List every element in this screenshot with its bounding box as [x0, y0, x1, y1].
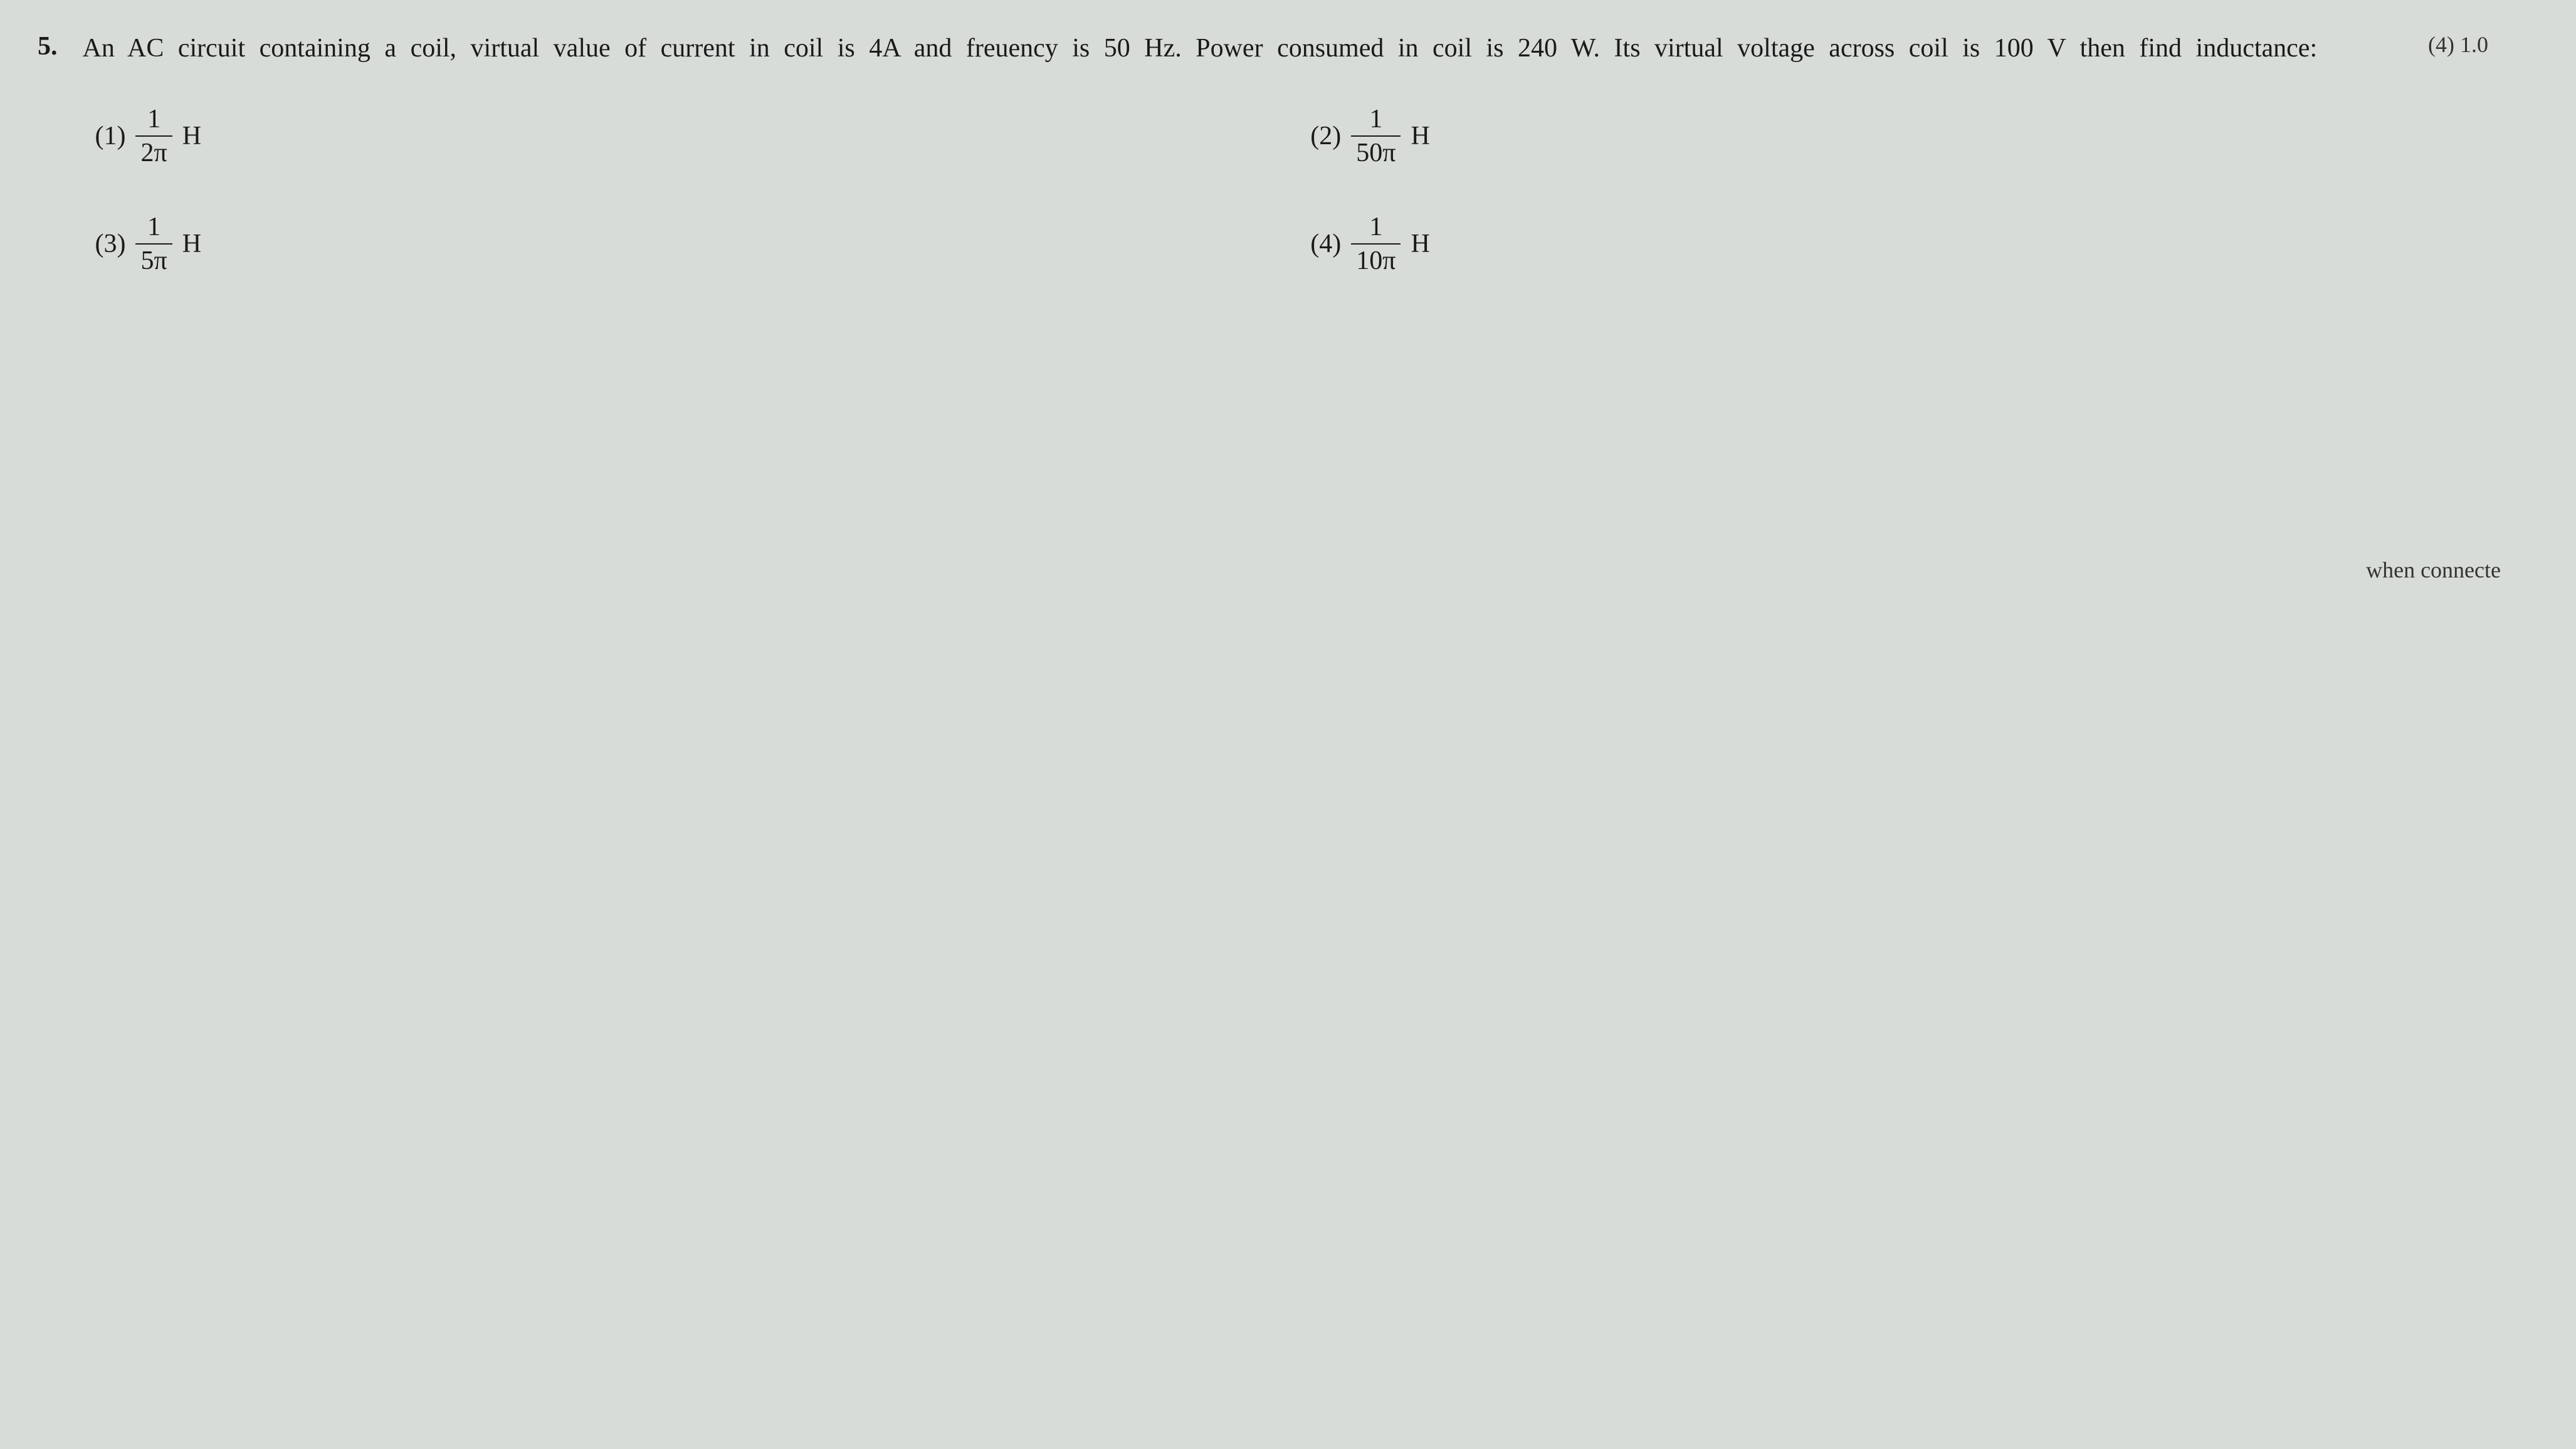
option-2-denominator: 50π	[1351, 137, 1401, 168]
question-number: 5.	[38, 25, 58, 61]
top-page-fragment: (4) 1.0	[2428, 31, 2488, 58]
option-2-fraction: 1 50π	[1351, 104, 1401, 168]
question-body: An AC circuit containing a coil, virtual…	[83, 25, 2539, 276]
option-3-label: (3)	[95, 229, 126, 259]
option-2: (2) 1 50π H	[1310, 104, 2463, 168]
option-4: (4) 1 10π H	[1310, 212, 2463, 276]
option-1-fraction: 1 2π	[135, 104, 172, 168]
option-1-label: (1)	[95, 121, 126, 151]
option-1-numerator: 1	[142, 104, 166, 135]
option-3-fraction: 1 5π	[135, 212, 172, 276]
option-4-label: (4)	[1310, 229, 1341, 259]
question-text: An AC circuit containing a coil, virtual…	[83, 25, 2539, 73]
option-3-denominator: 5π	[135, 245, 172, 276]
option-2-unit: H	[1411, 121, 1429, 151]
options-grid: (1) 1 2π H (2) 1 50π H	[83, 104, 2539, 276]
option-4-fraction: 1 10π	[1351, 212, 1401, 276]
bottom-page-fragment: when connecte	[2366, 557, 2501, 583]
option-3-unit: H	[182, 229, 201, 259]
option-2-label: (2)	[1310, 121, 1341, 151]
option-3: (3) 1 5π H	[95, 212, 1248, 276]
option-2-numerator: 1	[1364, 104, 1387, 135]
option-4-unit: H	[1411, 229, 1429, 259]
option-3-numerator: 1	[142, 212, 166, 243]
page-container: (4) 1.0 5. An AC circuit containing a co…	[38, 25, 2538, 589]
option-4-numerator: 1	[1364, 212, 1387, 243]
option-1-denominator: 2π	[135, 137, 172, 168]
option-1-unit: H	[182, 121, 201, 151]
question-wrapper: 5. An AC circuit containing a coil, virt…	[38, 25, 2538, 276]
option-4-denominator: 10π	[1351, 245, 1401, 276]
option-1: (1) 1 2π H	[95, 104, 1248, 168]
